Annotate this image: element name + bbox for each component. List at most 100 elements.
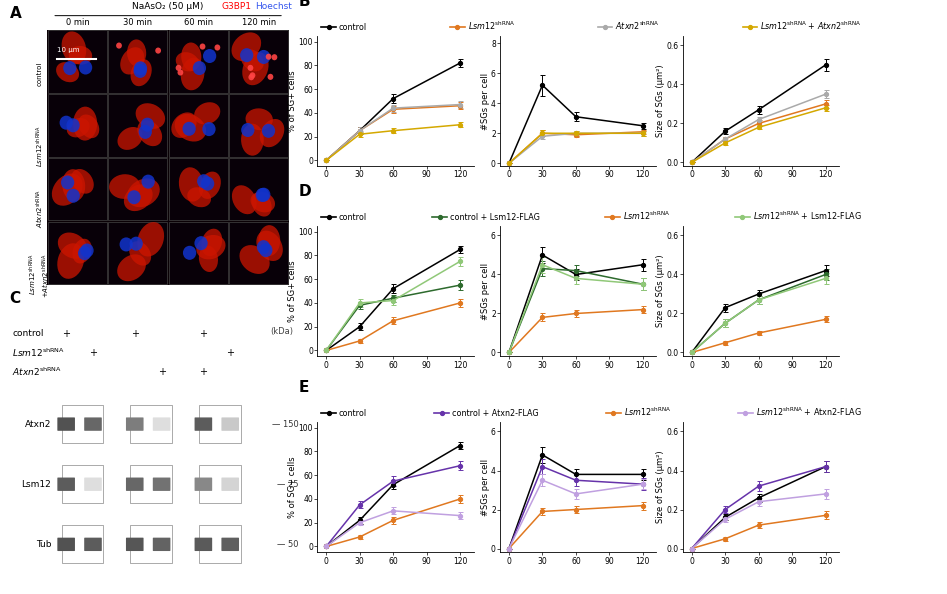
Ellipse shape xyxy=(61,175,74,189)
Bar xyxy=(62,525,103,564)
Ellipse shape xyxy=(194,102,221,125)
Ellipse shape xyxy=(58,232,87,259)
Text: $Atxn2^{\rm shRNA}$: $Atxn2^{\rm shRNA}$ xyxy=(12,366,63,378)
Text: Hoechst: Hoechst xyxy=(255,2,292,11)
Ellipse shape xyxy=(71,169,94,194)
Ellipse shape xyxy=(258,188,271,202)
Ellipse shape xyxy=(66,118,90,137)
FancyBboxPatch shape xyxy=(58,478,75,491)
Ellipse shape xyxy=(129,241,152,266)
FancyBboxPatch shape xyxy=(58,418,75,431)
Text: — 50: — 50 xyxy=(277,540,299,549)
Ellipse shape xyxy=(202,229,223,256)
Text: A: A xyxy=(9,6,21,21)
Ellipse shape xyxy=(259,119,284,147)
Ellipse shape xyxy=(141,175,154,189)
Text: E: E xyxy=(298,380,309,395)
Text: +: + xyxy=(89,348,97,358)
Circle shape xyxy=(248,74,254,80)
Ellipse shape xyxy=(257,240,270,254)
Legend: control, control + Atxn2-FLAG, $Lsm12^{\rm shRNA}$, $Lsm12^{\rm shRNA}$ + Atxn2-: control, control + Atxn2-FLAG, $Lsm12^{\… xyxy=(321,405,862,418)
FancyBboxPatch shape xyxy=(58,538,75,551)
Ellipse shape xyxy=(183,122,196,136)
Ellipse shape xyxy=(120,48,144,74)
Circle shape xyxy=(200,43,205,50)
FancyBboxPatch shape xyxy=(222,418,239,431)
FancyBboxPatch shape xyxy=(126,538,144,551)
Ellipse shape xyxy=(78,246,91,260)
Ellipse shape xyxy=(119,238,133,251)
FancyBboxPatch shape xyxy=(222,538,239,551)
Circle shape xyxy=(266,53,272,60)
Ellipse shape xyxy=(56,62,79,82)
Ellipse shape xyxy=(203,122,216,136)
Ellipse shape xyxy=(201,176,214,191)
Ellipse shape xyxy=(171,112,197,138)
Legend: control, control + Lsm12-FLAG, $Lsm12^{\rm shRNA}$, $Lsm12^{\rm shRNA}$ + Lsm12-: control, control + Lsm12-FLAG, $Lsm12^{\… xyxy=(321,209,862,222)
Ellipse shape xyxy=(130,236,143,251)
Text: Tub: Tub xyxy=(36,540,51,549)
Circle shape xyxy=(250,72,256,78)
Text: D: D xyxy=(298,184,311,199)
Ellipse shape xyxy=(124,184,152,211)
Ellipse shape xyxy=(256,188,269,202)
Ellipse shape xyxy=(252,192,272,217)
Ellipse shape xyxy=(66,118,80,132)
Ellipse shape xyxy=(52,173,82,206)
FancyBboxPatch shape xyxy=(194,418,212,431)
Ellipse shape xyxy=(245,108,273,130)
Ellipse shape xyxy=(199,245,218,272)
Legend: control, $Lsm12^{\rm shRNA}$, $Atxn2^{\rm shRNA}$, $Lsm12^{\rm shRNA}$ + $Atxn2^: control, $Lsm12^{\rm shRNA}$, $Atxn2^{\r… xyxy=(321,19,862,31)
Text: 0 min: 0 min xyxy=(65,18,89,27)
Bar xyxy=(199,405,241,443)
Text: — 150: — 150 xyxy=(272,419,299,429)
Y-axis label: % of SG+ cells: % of SG+ cells xyxy=(288,456,297,518)
Text: $Lsm12^{\rm shRNA}$: $Lsm12^{\rm shRNA}$ xyxy=(12,347,65,359)
Circle shape xyxy=(214,45,221,50)
Y-axis label: #SGs per cell: #SGs per cell xyxy=(480,459,490,516)
Ellipse shape xyxy=(241,124,264,156)
Ellipse shape xyxy=(194,236,207,250)
Ellipse shape xyxy=(197,174,210,188)
Circle shape xyxy=(177,69,184,75)
FancyBboxPatch shape xyxy=(152,418,170,431)
Ellipse shape xyxy=(79,115,99,138)
FancyBboxPatch shape xyxy=(126,418,144,431)
Bar xyxy=(131,525,172,564)
Ellipse shape xyxy=(137,120,162,146)
Ellipse shape xyxy=(69,46,92,65)
Ellipse shape xyxy=(117,127,143,150)
Ellipse shape xyxy=(66,189,80,203)
Ellipse shape xyxy=(109,174,140,199)
Y-axis label: #SGs per cell: #SGs per cell xyxy=(480,72,490,129)
Ellipse shape xyxy=(134,64,147,78)
FancyBboxPatch shape xyxy=(84,478,101,491)
Ellipse shape xyxy=(73,106,98,141)
Ellipse shape xyxy=(127,178,160,207)
Text: control: control xyxy=(37,62,44,86)
Text: +: + xyxy=(200,329,207,339)
Ellipse shape xyxy=(117,254,146,281)
Ellipse shape xyxy=(80,244,94,258)
FancyBboxPatch shape xyxy=(222,478,239,491)
Ellipse shape xyxy=(196,235,225,260)
Text: +: + xyxy=(131,329,139,339)
Ellipse shape xyxy=(262,124,276,138)
Bar xyxy=(62,465,103,503)
Circle shape xyxy=(247,65,254,71)
Ellipse shape xyxy=(193,61,206,75)
Ellipse shape xyxy=(242,52,269,86)
Text: Atxn2: Atxn2 xyxy=(25,419,51,429)
FancyBboxPatch shape xyxy=(152,478,170,491)
Circle shape xyxy=(155,48,161,53)
Ellipse shape xyxy=(181,58,205,90)
Ellipse shape xyxy=(176,52,199,71)
Ellipse shape xyxy=(72,239,92,264)
Text: G3BP1: G3BP1 xyxy=(222,2,251,11)
Ellipse shape xyxy=(251,192,275,213)
FancyBboxPatch shape xyxy=(84,538,101,551)
Ellipse shape xyxy=(135,103,165,129)
Ellipse shape xyxy=(79,61,92,74)
Text: (kDa): (kDa) xyxy=(270,327,293,336)
Circle shape xyxy=(175,65,182,71)
